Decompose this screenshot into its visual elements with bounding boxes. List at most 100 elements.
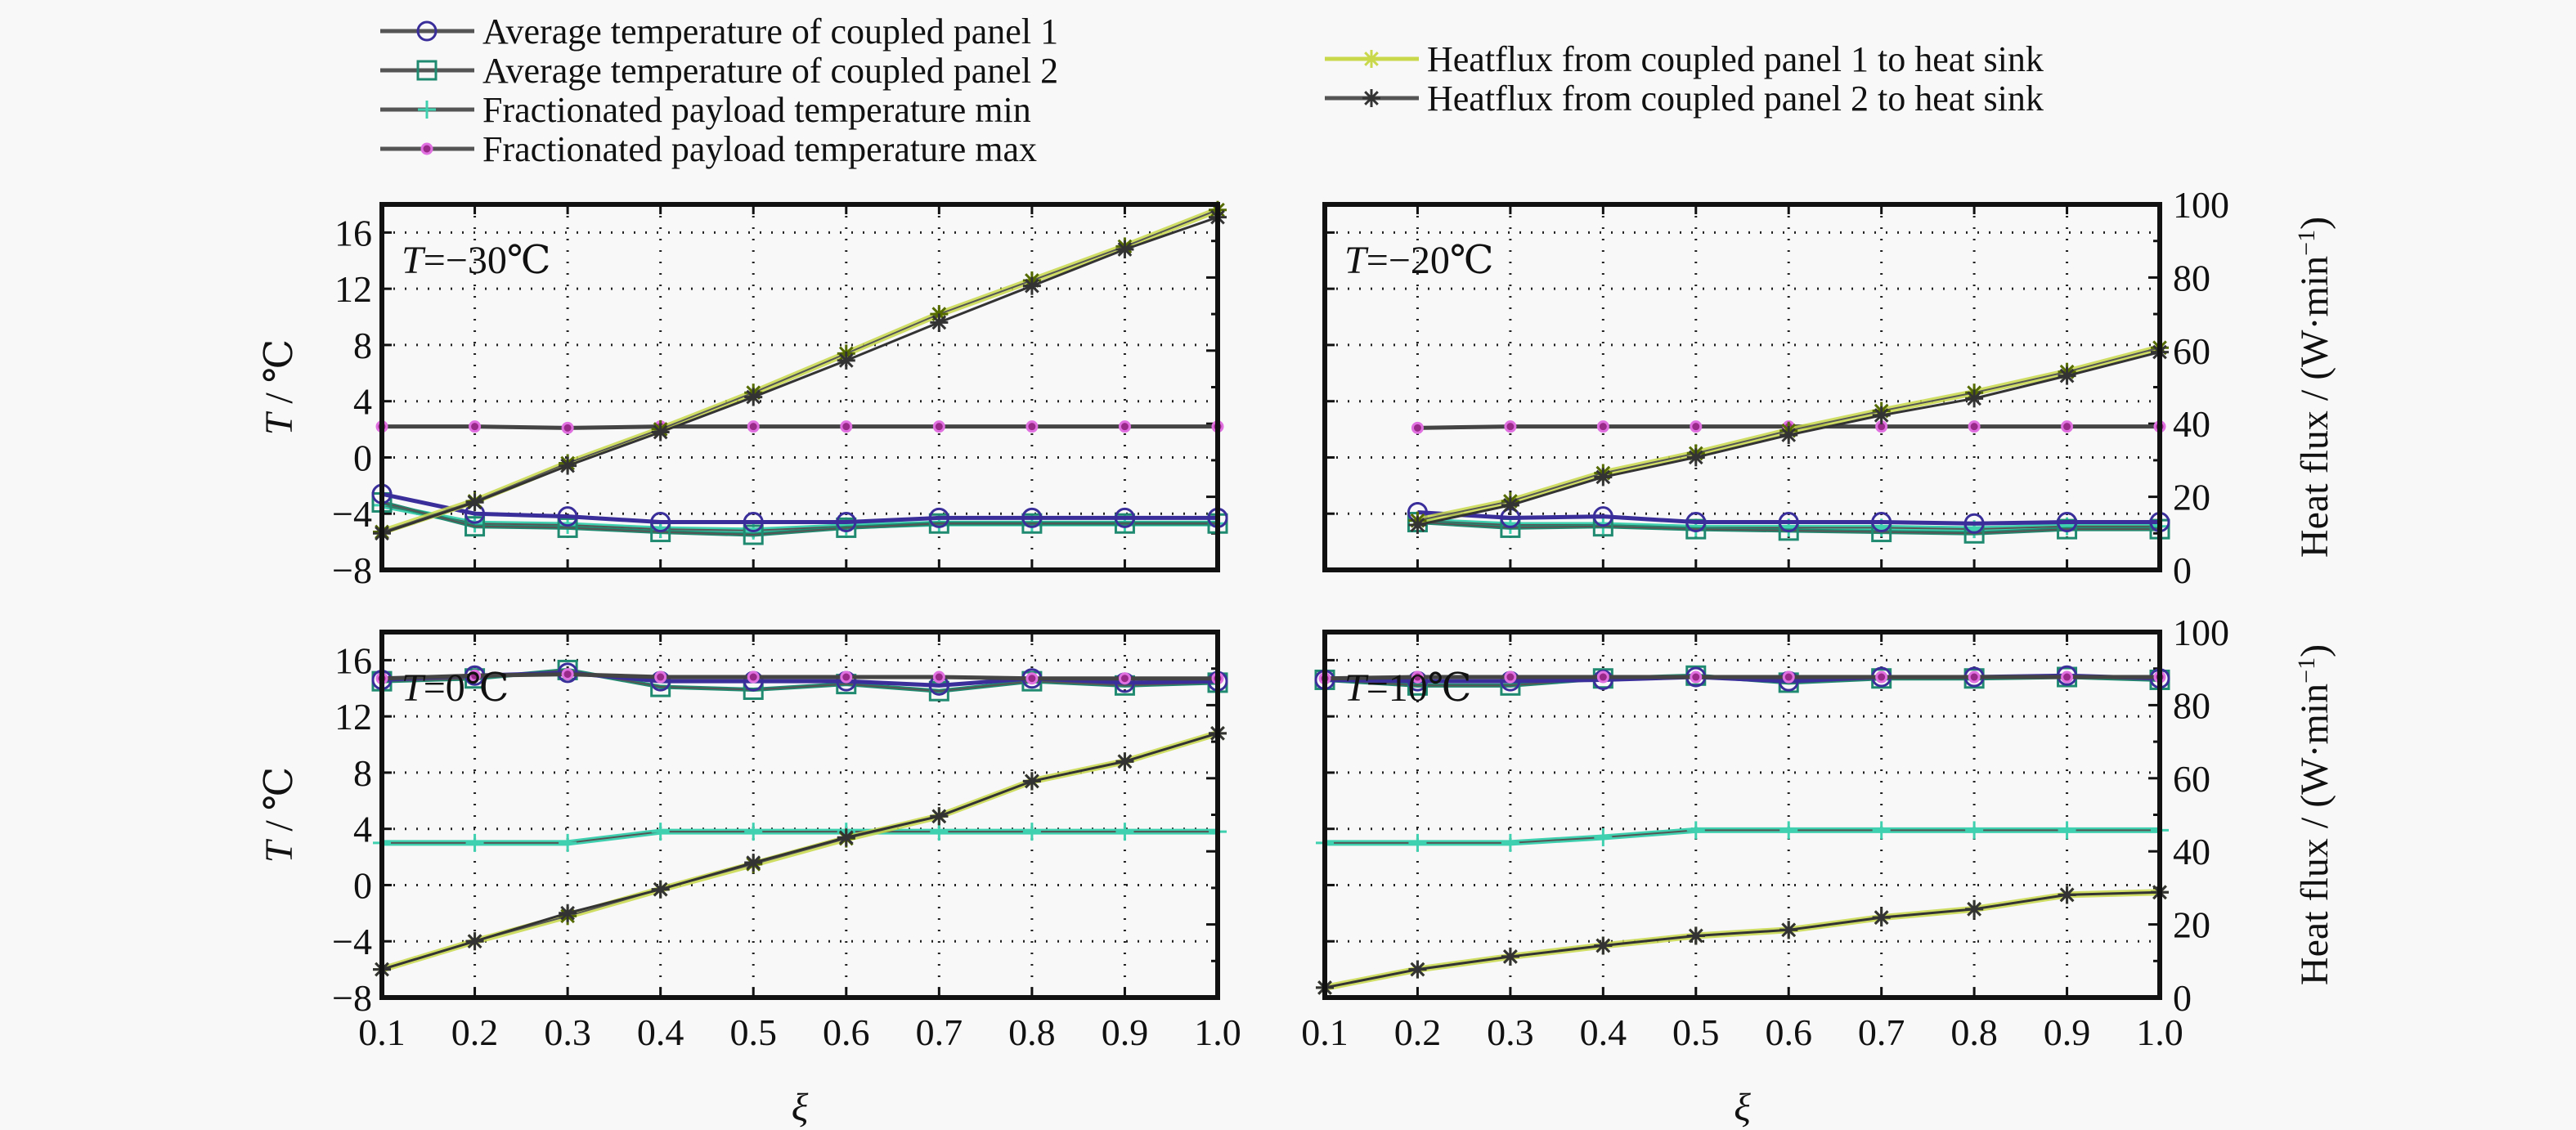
y-tick-label-right: 40 — [2173, 403, 2210, 445]
marker-star-arm — [1688, 928, 1703, 944]
annotation-value: =−30℃ — [424, 239, 551, 282]
marker-star-arm — [2059, 887, 2075, 903]
data-point — [1021, 513, 1043, 534]
marker-star-arm — [1503, 498, 1518, 513]
data-point — [840, 420, 853, 433]
plot-frame — [1322, 202, 2162, 572]
marker-dot — [1504, 420, 1517, 433]
series-line-core — [381, 501, 1218, 536]
data-point — [1594, 936, 1613, 955]
series-panel2-avg — [371, 491, 1228, 545]
marker-square — [928, 513, 949, 534]
marker-dot — [1118, 420, 1131, 433]
data-point — [930, 823, 949, 841]
marker-star-arm — [746, 389, 761, 405]
data-point — [559, 456, 577, 475]
annotation-variable: T — [402, 239, 426, 282]
data-point — [1965, 389, 1984, 408]
data-point — [928, 507, 949, 528]
plot-background — [1325, 632, 2160, 998]
x-tick-label: 0.6 — [823, 1011, 870, 1053]
legend-item: Heatflux from coupled panel 1 to heat si… — [1325, 39, 2044, 79]
marker-star-arm — [1688, 450, 1703, 465]
marker-star-arm — [838, 353, 854, 368]
legend-marker-asterisk — [1362, 50, 1380, 68]
data-point — [2057, 512, 2078, 533]
marker-star-arm — [1595, 469, 1611, 485]
marker-star-arm — [1967, 901, 1981, 917]
legend-marker-star — [1362, 89, 1380, 107]
data-point — [469, 669, 482, 682]
data-point — [837, 351, 855, 370]
data-point — [1968, 670, 1981, 684]
y-tick-label-left: −4 — [332, 493, 372, 535]
y-tick-label-left: 12 — [334, 696, 372, 738]
series-line — [1324, 890, 2161, 989]
y-axis-title-left: T / ℃ — [258, 339, 301, 436]
data-point — [1022, 276, 1041, 295]
data-point — [1872, 406, 1891, 424]
marker-star-arm — [1117, 754, 1133, 769]
legend-item: Fractionated payload temperature max — [380, 129, 1037, 169]
y-tick-label-left: −4 — [332, 921, 372, 962]
marker-square — [1021, 513, 1043, 534]
marker-dot — [561, 421, 574, 434]
marker-dot — [1025, 672, 1039, 685]
data-point — [1408, 960, 1427, 979]
series-line-core — [381, 209, 1218, 533]
x-tick-label: 0.7 — [1858, 1011, 1905, 1053]
series-payload-max — [375, 668, 1224, 685]
data-point — [2058, 886, 2076, 904]
marker-star-arm — [1874, 408, 1889, 423]
marker-dot — [469, 669, 482, 682]
marker-circle — [1778, 512, 1799, 533]
data-point — [561, 421, 574, 434]
marker-square — [743, 524, 764, 545]
y-tick-label-right: 80 — [2173, 257, 2210, 298]
data-point — [2058, 821, 2076, 840]
data-point — [837, 828, 855, 847]
y-tick-label-right: 100 — [2173, 184, 2229, 226]
y-tick-label-left: 4 — [353, 381, 372, 423]
annotation-value: =0℃ — [424, 666, 509, 710]
panel-annotation: T=−30℃ — [402, 239, 551, 282]
data-point — [651, 423, 670, 442]
data-point — [744, 854, 763, 872]
marker-dot — [932, 420, 945, 433]
marker-circle — [416, 20, 438, 42]
data-point — [651, 823, 670, 841]
legend-item: Average temperature of coupled panel 2 — [380, 51, 1058, 91]
data-point — [557, 506, 578, 527]
marker-circle — [1963, 513, 1985, 534]
legend-item: Fractionated payload temperature min — [380, 90, 1031, 130]
data-point — [465, 493, 484, 512]
series-line-core — [1325, 829, 2160, 844]
legend-marker-circle — [416, 20, 438, 42]
y-tick-label-right: 60 — [2173, 330, 2210, 372]
y-tick-label-right: 0 — [2173, 549, 2192, 591]
data-point — [747, 420, 760, 433]
data-point — [557, 517, 578, 538]
y-title-unit: / ℃ — [258, 339, 301, 414]
data-point — [747, 670, 760, 684]
data-point — [1963, 513, 1985, 534]
marker-circle — [2057, 512, 2078, 533]
marker-star-arm — [1025, 278, 1039, 294]
data-point — [1686, 448, 1705, 467]
marker-star-arm — [1410, 962, 1425, 977]
x-tick-label: 0.6 — [1765, 1011, 1812, 1053]
x-tick-label: 0.4 — [1580, 1011, 1627, 1053]
x-tick-label: 0.1 — [358, 1011, 406, 1053]
data-point — [744, 823, 763, 841]
y-tick-label-left: 16 — [334, 639, 372, 681]
data-point — [1690, 670, 1703, 684]
y-title-right-close: ) — [2293, 644, 2336, 657]
data-point — [1592, 506, 1613, 527]
marker-circle — [1592, 506, 1613, 527]
panel-annotation: T=0℃ — [402, 666, 509, 710]
data-point — [1965, 821, 1984, 840]
marker-dot — [840, 420, 853, 433]
y-tick-label-right: 0 — [2173, 977, 2192, 1019]
marker-star-arm — [467, 495, 482, 510]
marker-dot — [1596, 670, 1609, 684]
